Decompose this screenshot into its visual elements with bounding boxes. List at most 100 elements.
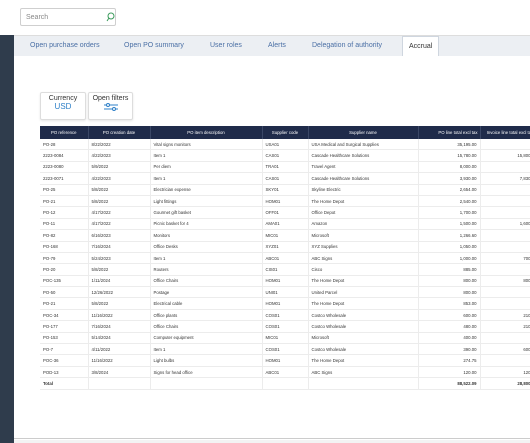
- table-cell: 400.00: [418, 332, 481, 345]
- search-icon[interactable]: [106, 12, 115, 22]
- table-cell: PO-21: [40, 195, 89, 208]
- table-cell: POC-135: [40, 275, 89, 288]
- table-cell: CAS01: [262, 149, 309, 162]
- table-cell: Item 1: [150, 149, 263, 162]
- table-row: PO-12 4/17/2022 Gourmet gift basket OFF01 Of…: [40, 206, 530, 219]
- total-value: 28,800.00: [480, 377, 530, 391]
- tab[interactable]: Open PO summary: [124, 42, 184, 49]
- table-cell: The Home Depot: [308, 195, 419, 208]
- table-cell: Skyline Electric: [308, 184, 419, 196]
- column-header[interactable]: Supplier code: [262, 126, 309, 139]
- table-cell: MIC01: [262, 332, 309, 345]
- column-header[interactable]: PO creation date: [88, 126, 151, 139]
- table-row: PO-21 5/8/2022 Electrical cable HOM01 The Ho…: [40, 297, 530, 310]
- table-cell: POC-34: [40, 309, 89, 322]
- table-cell: 4/17/2022: [88, 218, 151, 231]
- column-header[interactable]: Supplier name: [308, 126, 419, 139]
- divider: [14, 438, 530, 439]
- table-cell: 8,000.00: [418, 161, 481, 174]
- table-cell: Monitors: [150, 229, 263, 242]
- table-cell: Amazon: [308, 218, 419, 231]
- currency-label: Currency: [48, 95, 78, 102]
- table-cell: 800.00: [480, 275, 530, 288]
- table-cell: 600.00: [480, 343, 530, 356]
- table-cell: Costco Wholesale: [308, 343, 419, 356]
- column-header[interactable]: PO line total excl tax: [418, 126, 481, 139]
- table-cell: 1,500.00: [418, 218, 481, 231]
- table-cell: Office Chairs: [150, 275, 263, 288]
- table-cell: PO-11: [40, 218, 89, 231]
- table-cell: [480, 139, 530, 151]
- table-cell: HOM01: [262, 195, 309, 208]
- table-cell: United Parcel: [308, 286, 419, 299]
- table-cell: The Home Depot: [308, 354, 419, 367]
- tab[interactable]: Open purchase orders: [30, 42, 100, 49]
- table-cell: 120.00: [418, 366, 481, 379]
- table-cell: XYZ01: [262, 241, 309, 253]
- table-cell: XYZ Supplies: [308, 241, 419, 253]
- table-cell: Routers: [150, 263, 263, 276]
- tab[interactable]: Alerts: [268, 42, 286, 49]
- table-cell: Cascade Healthcare Solutions: [308, 172, 419, 185]
- table-cell: Office plants: [150, 309, 263, 322]
- column-header[interactable]: PO reference: [40, 126, 89, 139]
- table-row: PO-153 5/14/2024 Computer equipment MIC01 Mi…: [40, 332, 530, 345]
- tab[interactable]: Delegation of authority: [312, 42, 383, 49]
- column-header[interactable]: PO item description: [150, 126, 263, 139]
- table-cell: [480, 354, 530, 367]
- tab[interactable]: Accrual: [402, 36, 440, 57]
- table-cell: Electrician expense: [150, 184, 263, 196]
- table-cell: POC-36: [40, 354, 89, 367]
- table-cell: 800.00: [418, 286, 481, 299]
- table-cell: 4/17/2022: [88, 206, 151, 219]
- table-cell: Vital signs monitors: [150, 139, 263, 151]
- table-cell: 2223-0080: [40, 161, 89, 174]
- table-cell: Signs for head office: [150, 366, 263, 379]
- table-cell: 853.00: [418, 297, 481, 310]
- table-cell: 3/8/2024: [88, 366, 151, 379]
- column-header[interactable]: Invoice line total excl tax: [480, 126, 530, 139]
- table-cell: 1,266.60: [418, 229, 481, 242]
- table-cell: 600.00: [418, 309, 481, 322]
- table-cell: USA Medical and Surgical Supplies: [308, 139, 419, 151]
- table-cell: 35,195.00: [418, 139, 481, 151]
- currency-card[interactable]: Currency USD: [40, 92, 86, 120]
- search-box[interactable]: Search: [20, 8, 116, 26]
- table-cell: 7,830.00: [480, 172, 530, 185]
- table-cell: HOM01: [262, 354, 309, 367]
- table-row: PO-79 5/24/2023 Item 1 ABC01 ABC Signs 1,000.…: [40, 252, 530, 265]
- table-cell: 210.00: [480, 309, 530, 322]
- table-cell: [480, 161, 530, 174]
- tab[interactable]: User roles: [210, 42, 242, 49]
- table-cell: Costco Wholesale: [308, 309, 419, 322]
- table-cell: 390.00: [418, 343, 481, 356]
- table-cell: ABC01: [262, 252, 309, 265]
- table-row: 2223-0084 4/22/2023 Item 1 CAS01 Cascade Hea…: [40, 149, 530, 162]
- filters-card[interactable]: Open filters: [88, 92, 133, 120]
- table-cell: 4/11/2022: [88, 343, 151, 356]
- currency-value: USD: [54, 102, 72, 111]
- table-cell: 700.00: [480, 252, 530, 265]
- table-cell: ABC Signs: [308, 366, 419, 379]
- table-cell: PO-177: [40, 320, 89, 333]
- table-cell: 6/16/2023: [88, 229, 151, 242]
- table-cell: [480, 229, 530, 242]
- table-cell: Travel Agent: [308, 161, 419, 174]
- table-cell: Cascade Healthcare Solutions: [308, 149, 419, 162]
- table-cell: CIS01: [262, 263, 309, 276]
- table-cell: PO-168: [40, 241, 89, 253]
- table-cell: 480.00: [418, 320, 481, 333]
- table-cell: Microsoft: [308, 332, 419, 345]
- table-cell: 120.00: [480, 366, 530, 379]
- table-cell: [88, 377, 151, 391]
- table-cell: ABC01: [262, 366, 309, 379]
- table-row: PO-82 6/16/2023 Monitors MIC01 Microsoft 1,26…: [40, 229, 530, 242]
- table-cell: [308, 377, 419, 391]
- table-cell: 5/8/2022: [88, 263, 151, 276]
- table-cell: 1,700.00: [418, 206, 481, 219]
- table-cell: 274.75: [418, 354, 481, 367]
- table-cell: 4/22/2023: [88, 149, 151, 162]
- sidebar: [0, 35, 14, 443]
- table-cell: 2223-0084: [40, 149, 89, 162]
- table-cell: 1/11/2024: [88, 275, 151, 288]
